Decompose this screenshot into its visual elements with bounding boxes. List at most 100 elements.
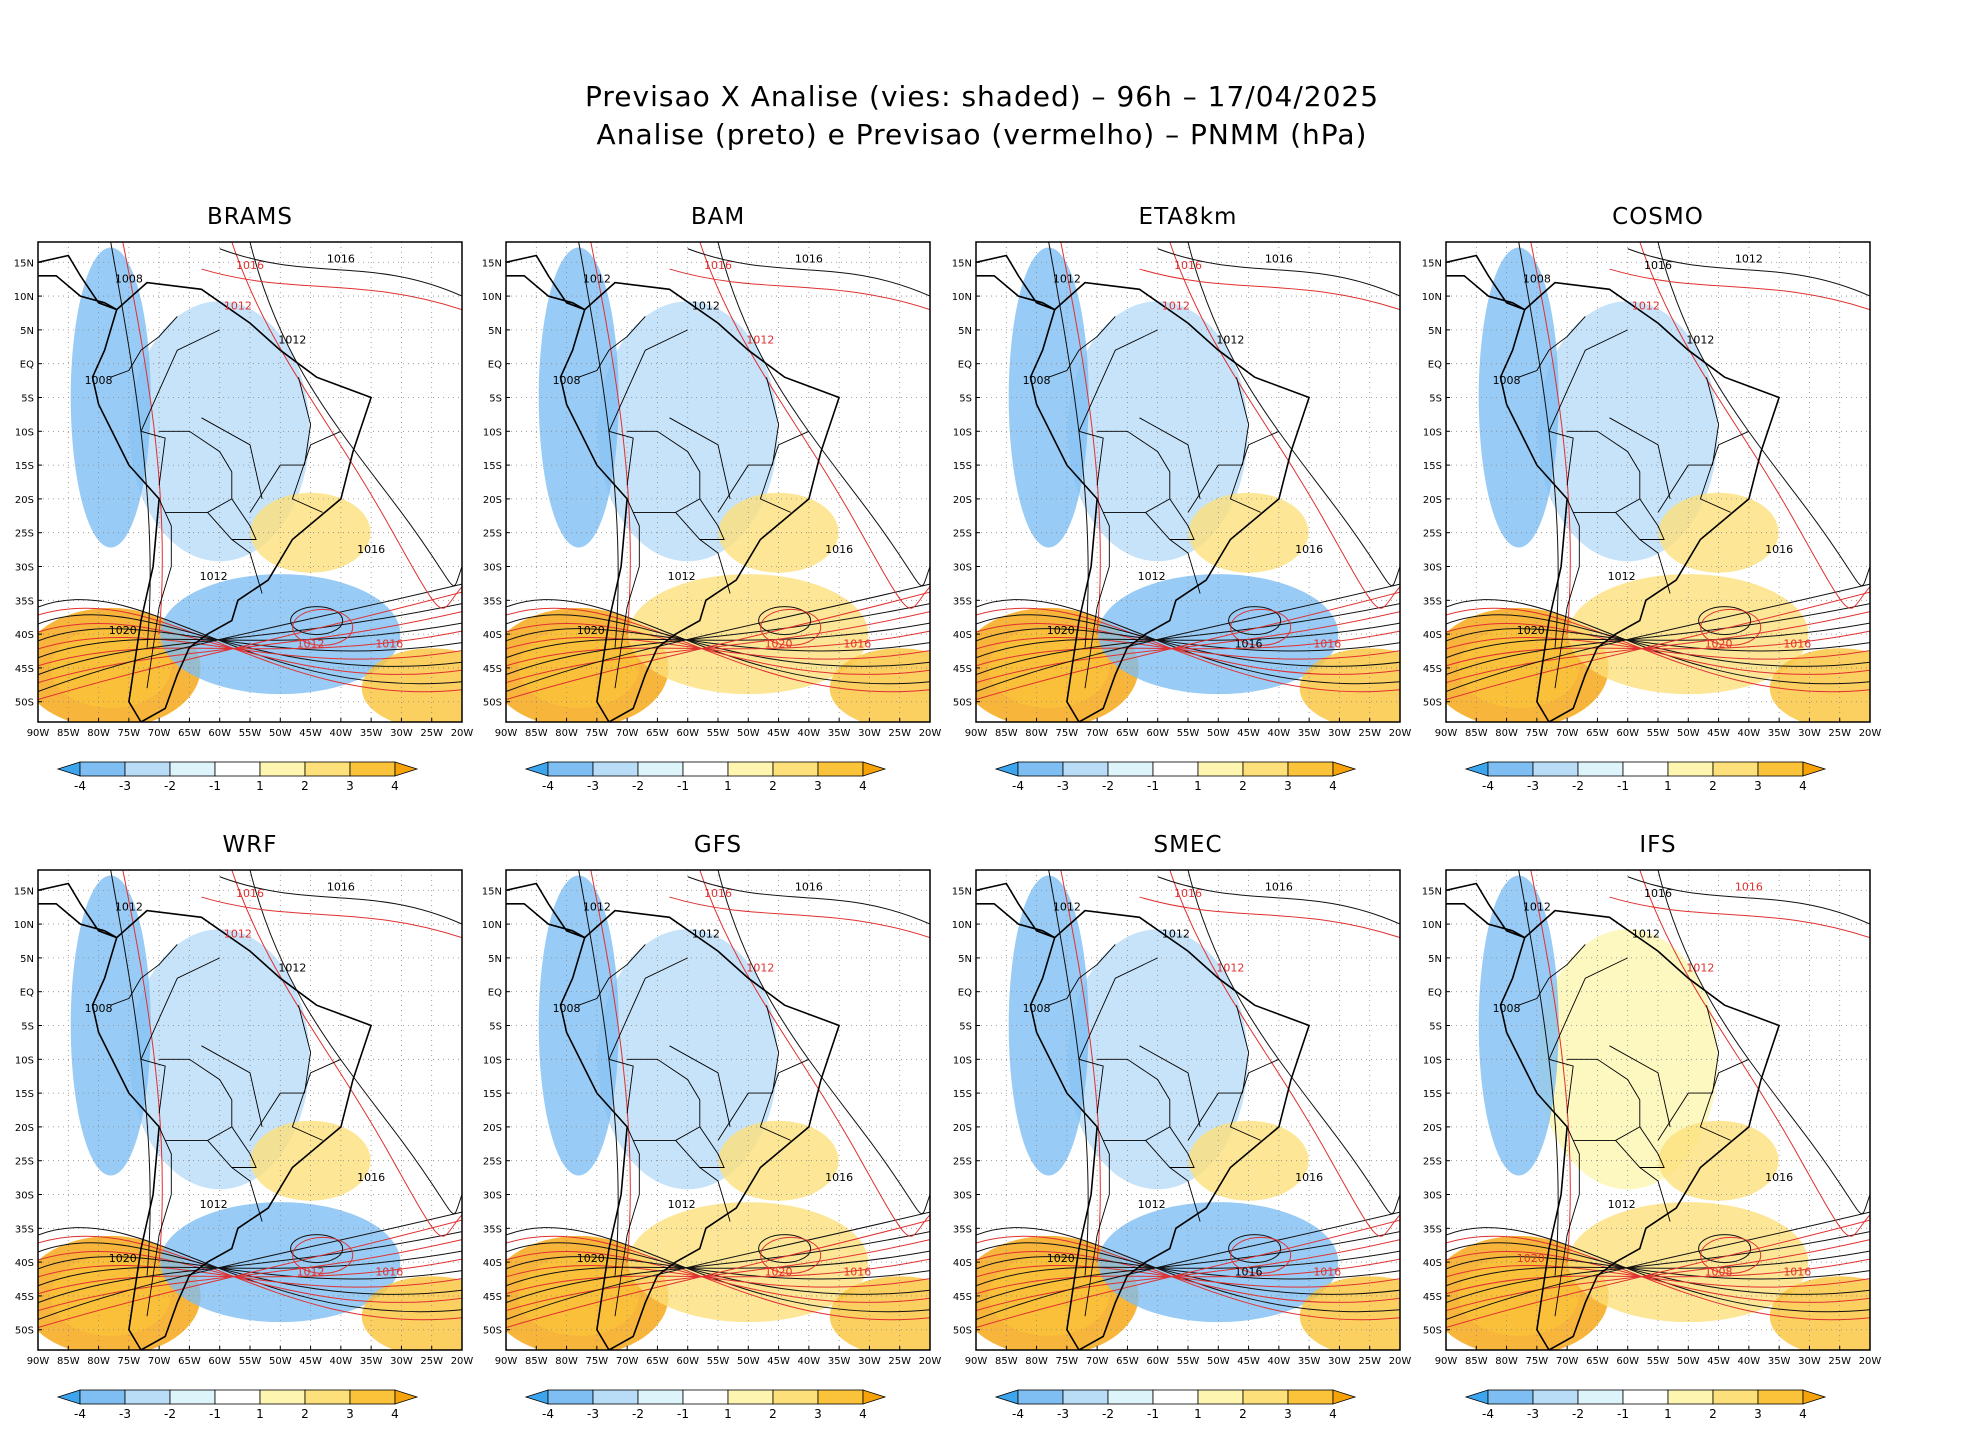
isobar-analysis (38, 1211, 462, 1321)
lon-tick-label: 65W (178, 728, 201, 739)
contour-label: 1020 (1517, 624, 1545, 637)
isobar-analysis (976, 628, 1400, 652)
colorbar-label: -3 (1527, 1407, 1539, 1421)
country-border (1078, 957, 1158, 1114)
lon-tick-label: 30W (1798, 728, 1821, 739)
country-border (140, 957, 220, 1114)
map-content: 1012 1016 1016 1012 1012 1008 1016 1020 1012 1016… (506, 870, 930, 1350)
lat-tick-label: 5N (1428, 326, 1442, 337)
colorbar-label: 4 (1799, 1407, 1807, 1421)
colorbar-arrow-right (394, 1389, 419, 1405)
contour-label: 1012 (1053, 901, 1081, 914)
colorbar-arrow-left (994, 1389, 1019, 1405)
colorbar-swatch (1017, 761, 1064, 777)
coastline (506, 254, 586, 311)
coastline (38, 254, 118, 311)
lon-tick-label: 75W (1056, 1356, 1079, 1367)
colorbar-arrow-right (1802, 761, 1827, 777)
country-border (675, 498, 725, 540)
colorbar-label: 2 (301, 1407, 309, 1421)
lon-tick-label: 85W (995, 728, 1018, 739)
country-border (1145, 498, 1195, 540)
contour-label: 1008 (553, 1002, 581, 1015)
country-border (1518, 316, 1586, 378)
lon-tick-label: 55W (1177, 728, 1200, 739)
isobar-analysis (38, 614, 462, 667)
lon-tick-label: 65W (1586, 728, 1609, 739)
colorbar-label: -4 (1012, 779, 1024, 793)
colorbar-swatch (1757, 1389, 1804, 1405)
lat-tick-label: 5N (20, 326, 34, 337)
bias-shade (1067, 301, 1248, 562)
title-line-1: Previsao X Analise (vies: shaded) – 96h … (584, 80, 1380, 113)
contour-label: 1016 (1265, 880, 1293, 893)
lat-tick-label: 35S (15, 1224, 34, 1235)
lon-tick-label: 40W (330, 728, 353, 739)
colorbar-label: 2 (1239, 1407, 1247, 1421)
lon-tick-label: 40W (798, 1356, 821, 1367)
contour-label: 1012 (1632, 300, 1660, 313)
isobar-analysis (1446, 622, 1870, 659)
lat-tick-label: 5S (21, 393, 34, 404)
colorbar-swatch (1532, 761, 1579, 777)
isobar-forecast (590, 242, 631, 635)
isobar-forecast (38, 623, 462, 675)
lat-tick-label: 20S (1423, 495, 1442, 506)
contour-label: 1016 (1174, 259, 1202, 272)
isobar-analysis (1518, 870, 1559, 1276)
colorbar-arrow-right (862, 1389, 887, 1405)
isobar-analysis (1446, 599, 1870, 685)
lat-tick-label: 20S (483, 1123, 502, 1134)
country-border (207, 498, 257, 540)
isobar-forecast (506, 1235, 930, 1321)
lat-tick-label: 5N (488, 326, 502, 337)
contour-label: 1016 (357, 1171, 385, 1184)
isobar-forecast (201, 268, 462, 311)
colorbar-swatch (1487, 761, 1534, 777)
colorbar-swatch (304, 761, 351, 777)
contour-label: 1016 (1313, 1266, 1341, 1279)
country-border (578, 316, 646, 378)
lat-tick-label: 45S (483, 664, 502, 675)
lat-tick-label: 5S (959, 1021, 972, 1032)
isobar-analysis (506, 1227, 930, 1313)
country-border (1084, 1126, 1110, 1317)
lat-tick-label: 10N (952, 292, 972, 303)
lat-tick-label: 10S (1423, 1055, 1442, 1066)
lon-tick-label: 90W (965, 728, 988, 739)
colorbar-swatch (1532, 1389, 1579, 1405)
lat-tick-label: EQ (20, 988, 34, 999)
colorbar-label: 1 (1194, 1407, 1202, 1421)
isobar-forecast (1609, 268, 1870, 311)
colorbar-swatch (547, 1389, 594, 1405)
isobar-forecast (231, 242, 462, 609)
isobar-forecast (506, 1219, 930, 1329)
colorbar: -4 -3 -2 -1 1 2 3 4 (56, 761, 419, 793)
country-border (1078, 329, 1158, 486)
isobar-analysis (506, 583, 930, 693)
lon-tick-label: 35W (1768, 1356, 1791, 1367)
colorbar-swatch (349, 761, 396, 777)
lat-tick-label: 40S (953, 1258, 972, 1269)
map-content: 1012 1016 1016 1012 1012 1008 1016 1020 1012 1016… (976, 242, 1400, 722)
contour-label: 1012 (1608, 570, 1636, 583)
contour-label: 1012 (1138, 570, 1166, 583)
lon-tick-label: 90W (495, 1356, 518, 1367)
lon-tick-label: 70W (1556, 728, 1579, 739)
bias-shade (538, 247, 619, 548)
coastline (38, 882, 118, 939)
lon-tick-label: 20W (919, 1356, 942, 1367)
isobar-analysis (578, 242, 619, 648)
lat-tick-label: 10N (1422, 292, 1442, 303)
country-border (1615, 498, 1665, 540)
colorbar-swatch (637, 761, 684, 777)
isobar-analysis (506, 1231, 930, 1304)
lat-tick-label: 50S (1423, 1326, 1442, 1337)
colorbar-label: 3 (1284, 1407, 1292, 1421)
map-content: 1012 1016 1016 1012 1012 1008 1016 1020 1012 1016… (976, 870, 1400, 1350)
country-border (699, 539, 731, 594)
contour-label: 1016 (843, 1266, 871, 1279)
colorbar-swatch (1577, 1389, 1624, 1405)
isobar-forecast (976, 1251, 1400, 1303)
isobar-analysis (1446, 603, 1870, 676)
